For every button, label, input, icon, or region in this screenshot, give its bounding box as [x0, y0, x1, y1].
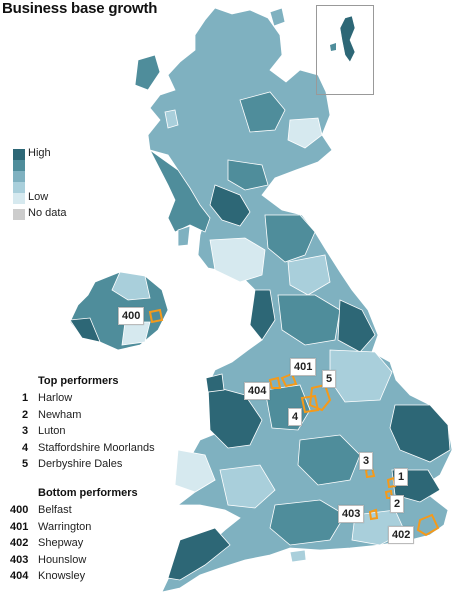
legend-no-data: No data: [13, 207, 103, 221]
map-title: Business base growth: [2, 0, 158, 17]
rank: 2: [22, 408, 29, 421]
rank: 401: [10, 520, 29, 533]
map-region: [269, 499, 346, 546]
map-region: [287, 254, 331, 296]
color-legend: High Low: [13, 147, 103, 204]
map-badge-402: 402: [388, 526, 415, 544]
place-name: Luton: [38, 425, 66, 437]
top-performers-heading: Top performers: [38, 375, 119, 387]
map-region: [111, 271, 151, 301]
map-badge-404: 404: [244, 382, 271, 400]
rank: 5: [22, 458, 29, 470]
legend-row-3: [13, 171, 103, 182]
map-badge-4: 4: [288, 408, 303, 426]
rank: 400: [10, 504, 29, 516]
western-isles: [134, 54, 161, 91]
island: [269, 7, 286, 27]
list-item: 5 Derbyshire Dales: [10, 456, 155, 473]
legend-row-2: [13, 160, 103, 171]
rank: 403: [10, 553, 29, 566]
anglesey: [205, 373, 225, 393]
list-item: 400 Belfast: [10, 502, 138, 519]
map-badge-3: 3: [359, 452, 374, 470]
legend-swatch-5: [13, 193, 25, 204]
list-item: 1 Harlow: [10, 390, 155, 407]
belfast-outline: [148, 308, 164, 324]
place-name: Harlow: [38, 392, 73, 404]
map-badge-403: 403: [338, 505, 365, 523]
map-badge-400: 400: [118, 307, 145, 325]
legend-nodata-swatch: [13, 209, 25, 220]
hounslow-outline: [368, 508, 379, 521]
shepway-outline: [416, 513, 440, 537]
rank: 402: [10, 537, 29, 549]
list-item: 401 Warrington: [10, 519, 138, 536]
warrington-outline: [280, 372, 298, 388]
map-region: [219, 464, 276, 509]
map-region: [174, 449, 216, 493]
map-badge-401: 401: [290, 358, 317, 376]
knowsley-outline: [268, 376, 282, 389]
bottom-performers-list: Bottom performers 400 Belfast 401 Warringt…: [10, 487, 138, 585]
place-name: Belfast: [38, 504, 72, 516]
map-region: [121, 321, 151, 346]
harlow-outline: [386, 476, 397, 489]
island: [164, 109, 179, 129]
list-item: 3 Luton: [10, 423, 155, 440]
bottom-performers-heading: Bottom performers: [38, 487, 138, 499]
list-item: 402 Shepway: [10, 535, 138, 552]
legend-swatch-2: [13, 160, 25, 171]
map-region: [239, 91, 286, 133]
staffordshire-outline: [300, 394, 320, 414]
map-region: [264, 214, 316, 263]
map-region: [167, 527, 231, 581]
map-region: [69, 317, 101, 343]
map-region: [389, 404, 451, 463]
map-badge-2: 2: [390, 495, 405, 513]
place-name: Newham: [38, 408, 82, 421]
place-name: Derbyshire Dales: [38, 458, 123, 470]
legend-swatch-3: [13, 171, 25, 182]
place-name: Hounslow: [38, 553, 87, 566]
list-item: 4 Staffordshire Moorlands: [10, 440, 155, 457]
isle-of-wight: [289, 549, 307, 563]
place-name: Warrington: [38, 520, 92, 533]
map-region: [249, 289, 276, 341]
legend-low-label: Low: [28, 191, 49, 203]
list-item: 404 Knowsley: [10, 568, 138, 585]
map-region: [277, 294, 341, 346]
island: [177, 225, 191, 247]
map-region: [209, 237, 266, 283]
map-region: [297, 434, 361, 486]
map-badge-1: 1: [394, 468, 409, 486]
island: [330, 43, 336, 51]
place-name: Knowsley: [38, 570, 86, 582]
map-region: [149, 149, 211, 233]
legend-nodata-label: No data: [28, 207, 67, 219]
place-name: Shepway: [38, 537, 84, 549]
legend-high-label: High: [28, 147, 51, 159]
shetland-inset-frame: [316, 5, 374, 95]
place-name: Staffordshire Moorlands: [38, 441, 155, 454]
legend-row-high: High: [13, 147, 103, 160]
legend-swatch-1: [13, 149, 25, 160]
map-region: [227, 159, 269, 191]
map-region: [287, 117, 323, 149]
rank: 4: [22, 441, 29, 454]
list-item: 2 Newham: [10, 407, 155, 424]
rank: 3: [22, 425, 29, 437]
shetland-islands: [339, 15, 356, 63]
map-region: [209, 184, 251, 227]
rank: 1: [22, 392, 29, 404]
legend-row-4: [13, 182, 103, 193]
legend-row-low: Low: [13, 191, 103, 204]
rank: 404: [10, 570, 29, 582]
legend-swatch-4: [13, 182, 25, 193]
map-badge-5: 5: [322, 370, 337, 388]
list-item: 403 Hounslow: [10, 552, 138, 569]
map-region: [337, 299, 376, 353]
